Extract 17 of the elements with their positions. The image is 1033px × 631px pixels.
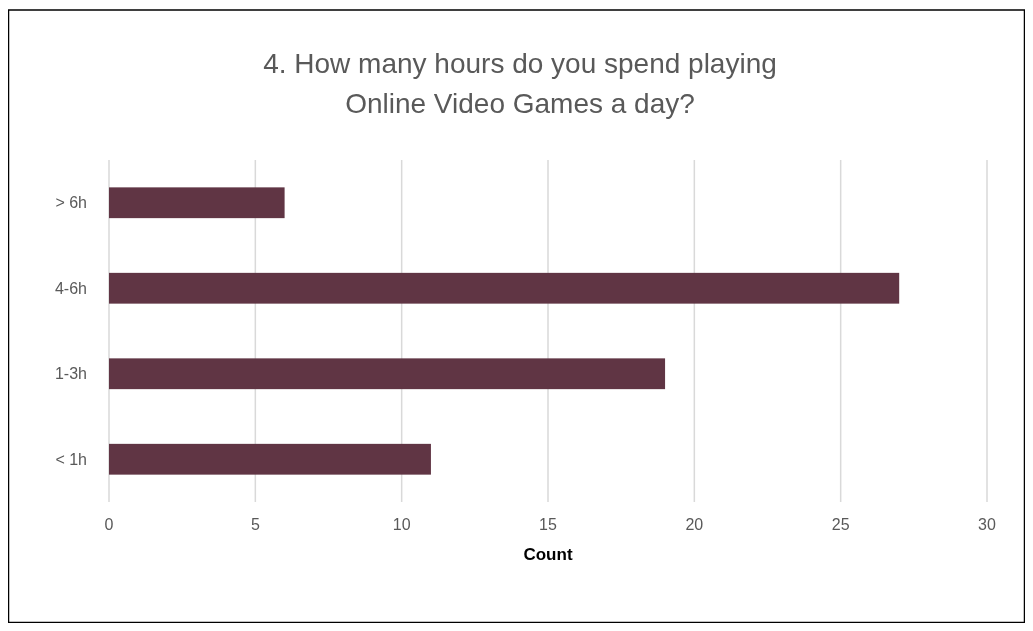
y-tick-label: 4-6h: [54, 279, 87, 297]
x-tick-label: 20: [685, 516, 704, 533]
bar: [109, 358, 666, 390]
x-tick-label: 15: [539, 516, 557, 533]
y-tick-label: 1-3h: [54, 365, 87, 383]
x-tick-label: 25: [831, 516, 850, 533]
bar: [109, 272, 900, 304]
x-tick-label: 5: [250, 516, 260, 533]
bar: [109, 187, 285, 219]
y-tick-label: > 6h: [55, 194, 87, 212]
bar: [109, 443, 431, 475]
chart-title: 4. How many hours do you spend playing Online Video Games a day?: [263, 48, 777, 119]
x-tick-label: 0: [104, 516, 114, 533]
y-tick-label: < 1h: [55, 450, 87, 468]
x-tick-label: 10: [392, 516, 411, 533]
x-axis-title: Count: [523, 545, 573, 564]
x-tick-label: 30: [978, 516, 996, 533]
